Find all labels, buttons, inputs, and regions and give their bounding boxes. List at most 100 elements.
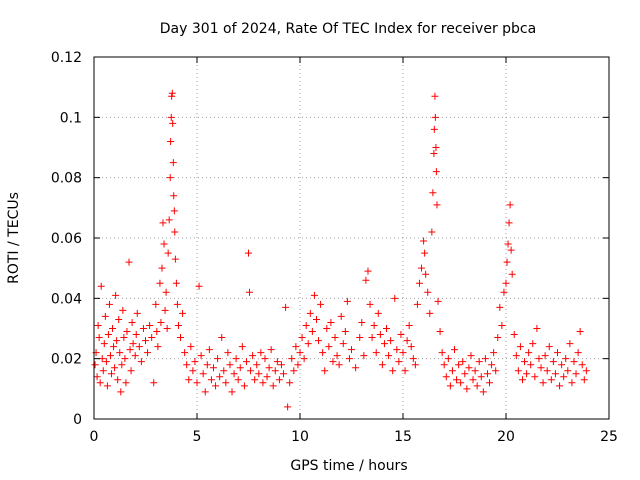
data-point: [541, 352, 549, 360]
chart-title: Day 301 of 2024, Rate Of TEC Index for r…: [160, 21, 536, 37]
data-point: [168, 92, 176, 100]
data-point: [459, 358, 467, 366]
data-point: [486, 379, 494, 387]
data-point: [170, 192, 178, 200]
data-point: [582, 367, 590, 375]
data-point: [304, 340, 312, 348]
data-point: [284, 403, 292, 411]
data-point: [160, 240, 168, 248]
y-tick-label: 0.08: [51, 171, 82, 187]
data-point: [325, 343, 333, 351]
data-point: [358, 318, 366, 326]
x-axis-label: GPS time / hours: [290, 458, 407, 474]
data-point: [422, 270, 430, 278]
data-point: [119, 306, 127, 314]
data-point: [181, 349, 189, 357]
data-point: [503, 258, 511, 266]
data-point: [255, 370, 263, 378]
data-point: [230, 370, 238, 378]
data-point: [461, 370, 469, 378]
data-point: [372, 349, 380, 357]
data-point: [171, 228, 179, 236]
data-point: [169, 119, 177, 127]
data-point: [505, 219, 513, 227]
data-point: [508, 270, 516, 278]
data-point: [205, 346, 213, 354]
x-tick-label: 0: [90, 429, 99, 445]
data-point: [473, 382, 481, 390]
data-point: [148, 334, 156, 342]
data-point: [467, 352, 475, 360]
data-point: [431, 92, 439, 100]
data-point: [483, 370, 491, 378]
data-point: [193, 379, 201, 387]
data-point: [438, 349, 446, 357]
data-point: [446, 382, 454, 390]
data-point: [94, 321, 102, 329]
data-point: [576, 328, 584, 336]
data-point: [378, 361, 386, 369]
data-point: [433, 201, 441, 209]
data-point: [290, 367, 298, 375]
data-point: [430, 150, 438, 158]
data-point: [166, 174, 174, 182]
data-point: [108, 370, 116, 378]
data-point: [127, 367, 135, 375]
data-point: [101, 312, 109, 320]
data-point: [337, 312, 345, 320]
data-point: [170, 207, 178, 215]
data-point: [116, 349, 124, 357]
data-point: [156, 279, 164, 287]
data-point: [120, 334, 128, 342]
data-point: [292, 343, 300, 351]
data-point: [518, 376, 526, 384]
data-point: [240, 382, 248, 390]
data-point: [245, 249, 252, 257]
data-point: [321, 367, 329, 375]
y-tick-label: 0.12: [51, 50, 82, 66]
data-point: [529, 340, 537, 348]
data-point: [195, 282, 203, 290]
data-point: [312, 315, 320, 323]
data-point: [376, 331, 384, 339]
data-point: [238, 343, 246, 351]
data-point: [122, 379, 130, 387]
data-point: [110, 343, 118, 351]
data-point: [300, 355, 308, 363]
data-point: [366, 300, 374, 308]
data-point: [399, 349, 407, 357]
data-point: [117, 388, 125, 396]
x-tick-label: 15: [394, 429, 412, 445]
data-point: [360, 352, 368, 360]
x-tick-label: 5: [193, 429, 202, 445]
data-point: [153, 328, 161, 336]
data-point: [380, 340, 388, 348]
x-tick-label: 10: [291, 429, 309, 445]
data-point: [451, 346, 458, 354]
data-point: [514, 367, 522, 375]
data-point: [527, 361, 535, 369]
data-point: [167, 113, 175, 121]
data-point: [114, 376, 122, 384]
data-point: [199, 370, 207, 378]
data-point: [280, 370, 288, 378]
data-point: [161, 306, 169, 314]
data-point: [214, 355, 222, 363]
data-point: [463, 385, 471, 393]
data-point: [543, 367, 551, 375]
data-point: [440, 361, 448, 369]
data-point: [580, 376, 588, 384]
data-point: [209, 364, 217, 372]
data-point: [232, 355, 240, 363]
data-point: [494, 334, 502, 342]
data-point: [267, 346, 275, 354]
data-point: [106, 352, 114, 360]
data-point: [327, 318, 335, 326]
data-point: [403, 337, 411, 345]
data-point: [93, 373, 101, 381]
data-point: [246, 288, 254, 296]
data-point: [500, 288, 508, 296]
data-point: [242, 358, 250, 366]
data-point: [393, 346, 401, 354]
data-point: [490, 349, 498, 357]
